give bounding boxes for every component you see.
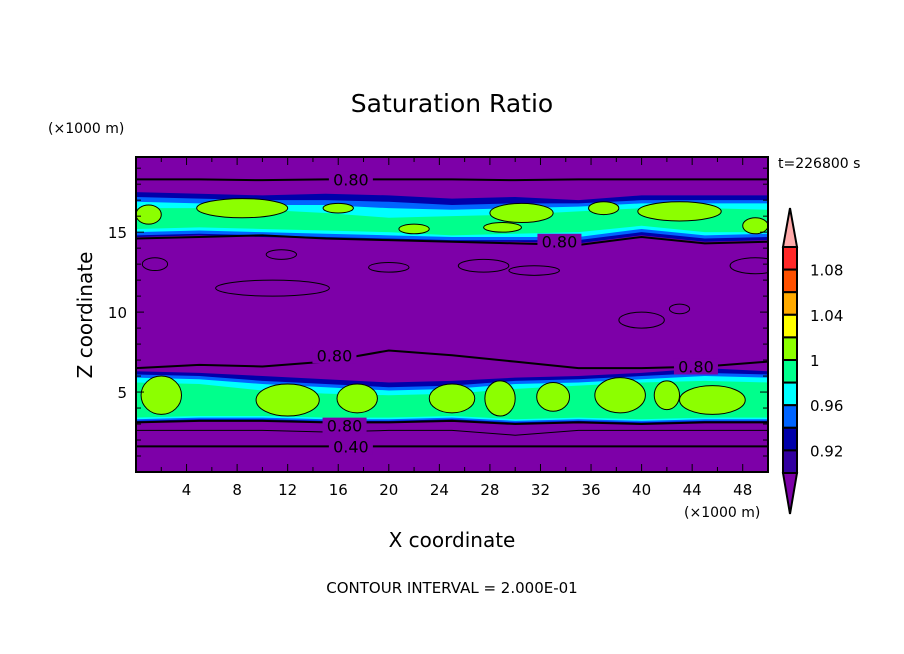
supersaturated-cell (483, 222, 523, 233)
colorbar-box (782, 246, 798, 271)
plot-frame (135, 156, 769, 473)
x-axis-label: X coordinate (389, 528, 516, 552)
colorbar-over-triangle (781, 207, 799, 248)
supersaturated-cell (536, 381, 571, 412)
supersaturated-cell (428, 383, 476, 414)
supersaturated-cell (398, 223, 430, 235)
supersaturated-cell (489, 202, 554, 224)
chart-title: Saturation Ratio (351, 89, 553, 118)
x-tick-label: 8 (232, 481, 242, 499)
supersaturated-cell (742, 217, 768, 235)
colorbar-label: 1.08 (810, 262, 843, 280)
colorbar-label: 0.96 (810, 397, 843, 415)
contour-label: 0.80 (327, 417, 363, 436)
supersaturated-cell (594, 377, 646, 414)
y-axis-label: Z coordinate (73, 252, 97, 379)
contour-line (136, 234, 768, 246)
contour-label-bg (312, 347, 357, 364)
contour-label-bg (537, 233, 582, 250)
colorbar-box (782, 313, 798, 339)
y-tick-label: 15 (108, 224, 127, 242)
supersaturated-cell (196, 198, 289, 219)
x-tick-label: 32 (531, 481, 550, 499)
plot-area (136, 157, 768, 472)
supersaturated-cell (255, 383, 320, 417)
supersaturated-cell (484, 380, 516, 417)
x-tick-label: 36 (581, 481, 600, 499)
colorbar-box (782, 404, 798, 429)
x-tick-label: 40 (632, 481, 651, 499)
y-tick-label: 5 (117, 384, 127, 402)
closed-contour (508, 265, 560, 276)
contour-label: 0.80 (678, 357, 714, 376)
x-unit-label: (×1000 m) (684, 505, 760, 521)
supersaturated-cell (322, 202, 354, 214)
closed-contour (729, 257, 768, 275)
x-tick-label: 12 (278, 481, 297, 499)
supersaturated-cell (637, 201, 722, 222)
contour-label-bg (328, 438, 373, 455)
supersaturated-cell (588, 201, 620, 216)
supersaturated-cell (140, 375, 183, 415)
contour-label-bg (673, 358, 718, 375)
colorbar-label: 0.92 (810, 442, 843, 460)
closed-contour (141, 257, 169, 272)
closed-contour (265, 249, 298, 260)
contour-label: 0.40 (333, 437, 369, 456)
colorbar-box (782, 268, 798, 294)
y-tick-label: 10 (108, 304, 127, 322)
y-unit-label: (×1000 m) (48, 121, 124, 137)
closed-contour (215, 279, 330, 297)
contour-line (136, 419, 768, 426)
closed-contour (457, 258, 510, 273)
x-tick-label: 44 (683, 481, 702, 499)
contour-label-bg (322, 417, 367, 434)
closed-contour (668, 303, 691, 315)
colorbar-box (782, 359, 798, 384)
contour-line (136, 349, 768, 370)
contour-label: 0.80 (542, 233, 578, 252)
time-label: t=226800 s (778, 156, 860, 172)
colorbar: 1.08 1.04 1 0.96 0.92 (781, 207, 843, 515)
contour-interval-footer: CONTOUR INTERVAL = 2.000E-01 (326, 579, 577, 597)
x-tick-label: 4 (182, 481, 192, 499)
contour-labels: 0.800.800.800.800.800.40 (312, 170, 718, 456)
upper-layer-green (136, 208, 768, 236)
colorbar-box (782, 426, 798, 452)
x-tick-label: 20 (379, 481, 398, 499)
colorbar-box (782, 291, 798, 316)
colorbar-under-triangle (781, 472, 799, 515)
x-tick-label: 28 (480, 481, 499, 499)
supersaturated-cell (336, 383, 378, 414)
contour-label: 0.80 (317, 346, 353, 365)
supersaturated-cell (679, 385, 746, 415)
colorbar-label: 1 (810, 352, 820, 370)
x-tick-label: 16 (329, 481, 348, 499)
contour-label: 0.80 (333, 170, 369, 189)
colorbar-box (782, 449, 798, 474)
x-tick-label: 48 (733, 481, 752, 499)
supersaturated-cell (136, 204, 162, 225)
x-tick-label: 24 (430, 481, 449, 499)
supersaturated-cell (653, 380, 681, 411)
colorbar-box (782, 381, 798, 407)
closed-contour (618, 311, 665, 329)
contour-label-bg (328, 171, 373, 188)
contour-line (136, 178, 768, 182)
contour-line (136, 429, 768, 436)
colorbar-box (782, 336, 798, 361)
colorbar-label: 1.04 (810, 307, 843, 325)
closed-contour (368, 262, 410, 273)
